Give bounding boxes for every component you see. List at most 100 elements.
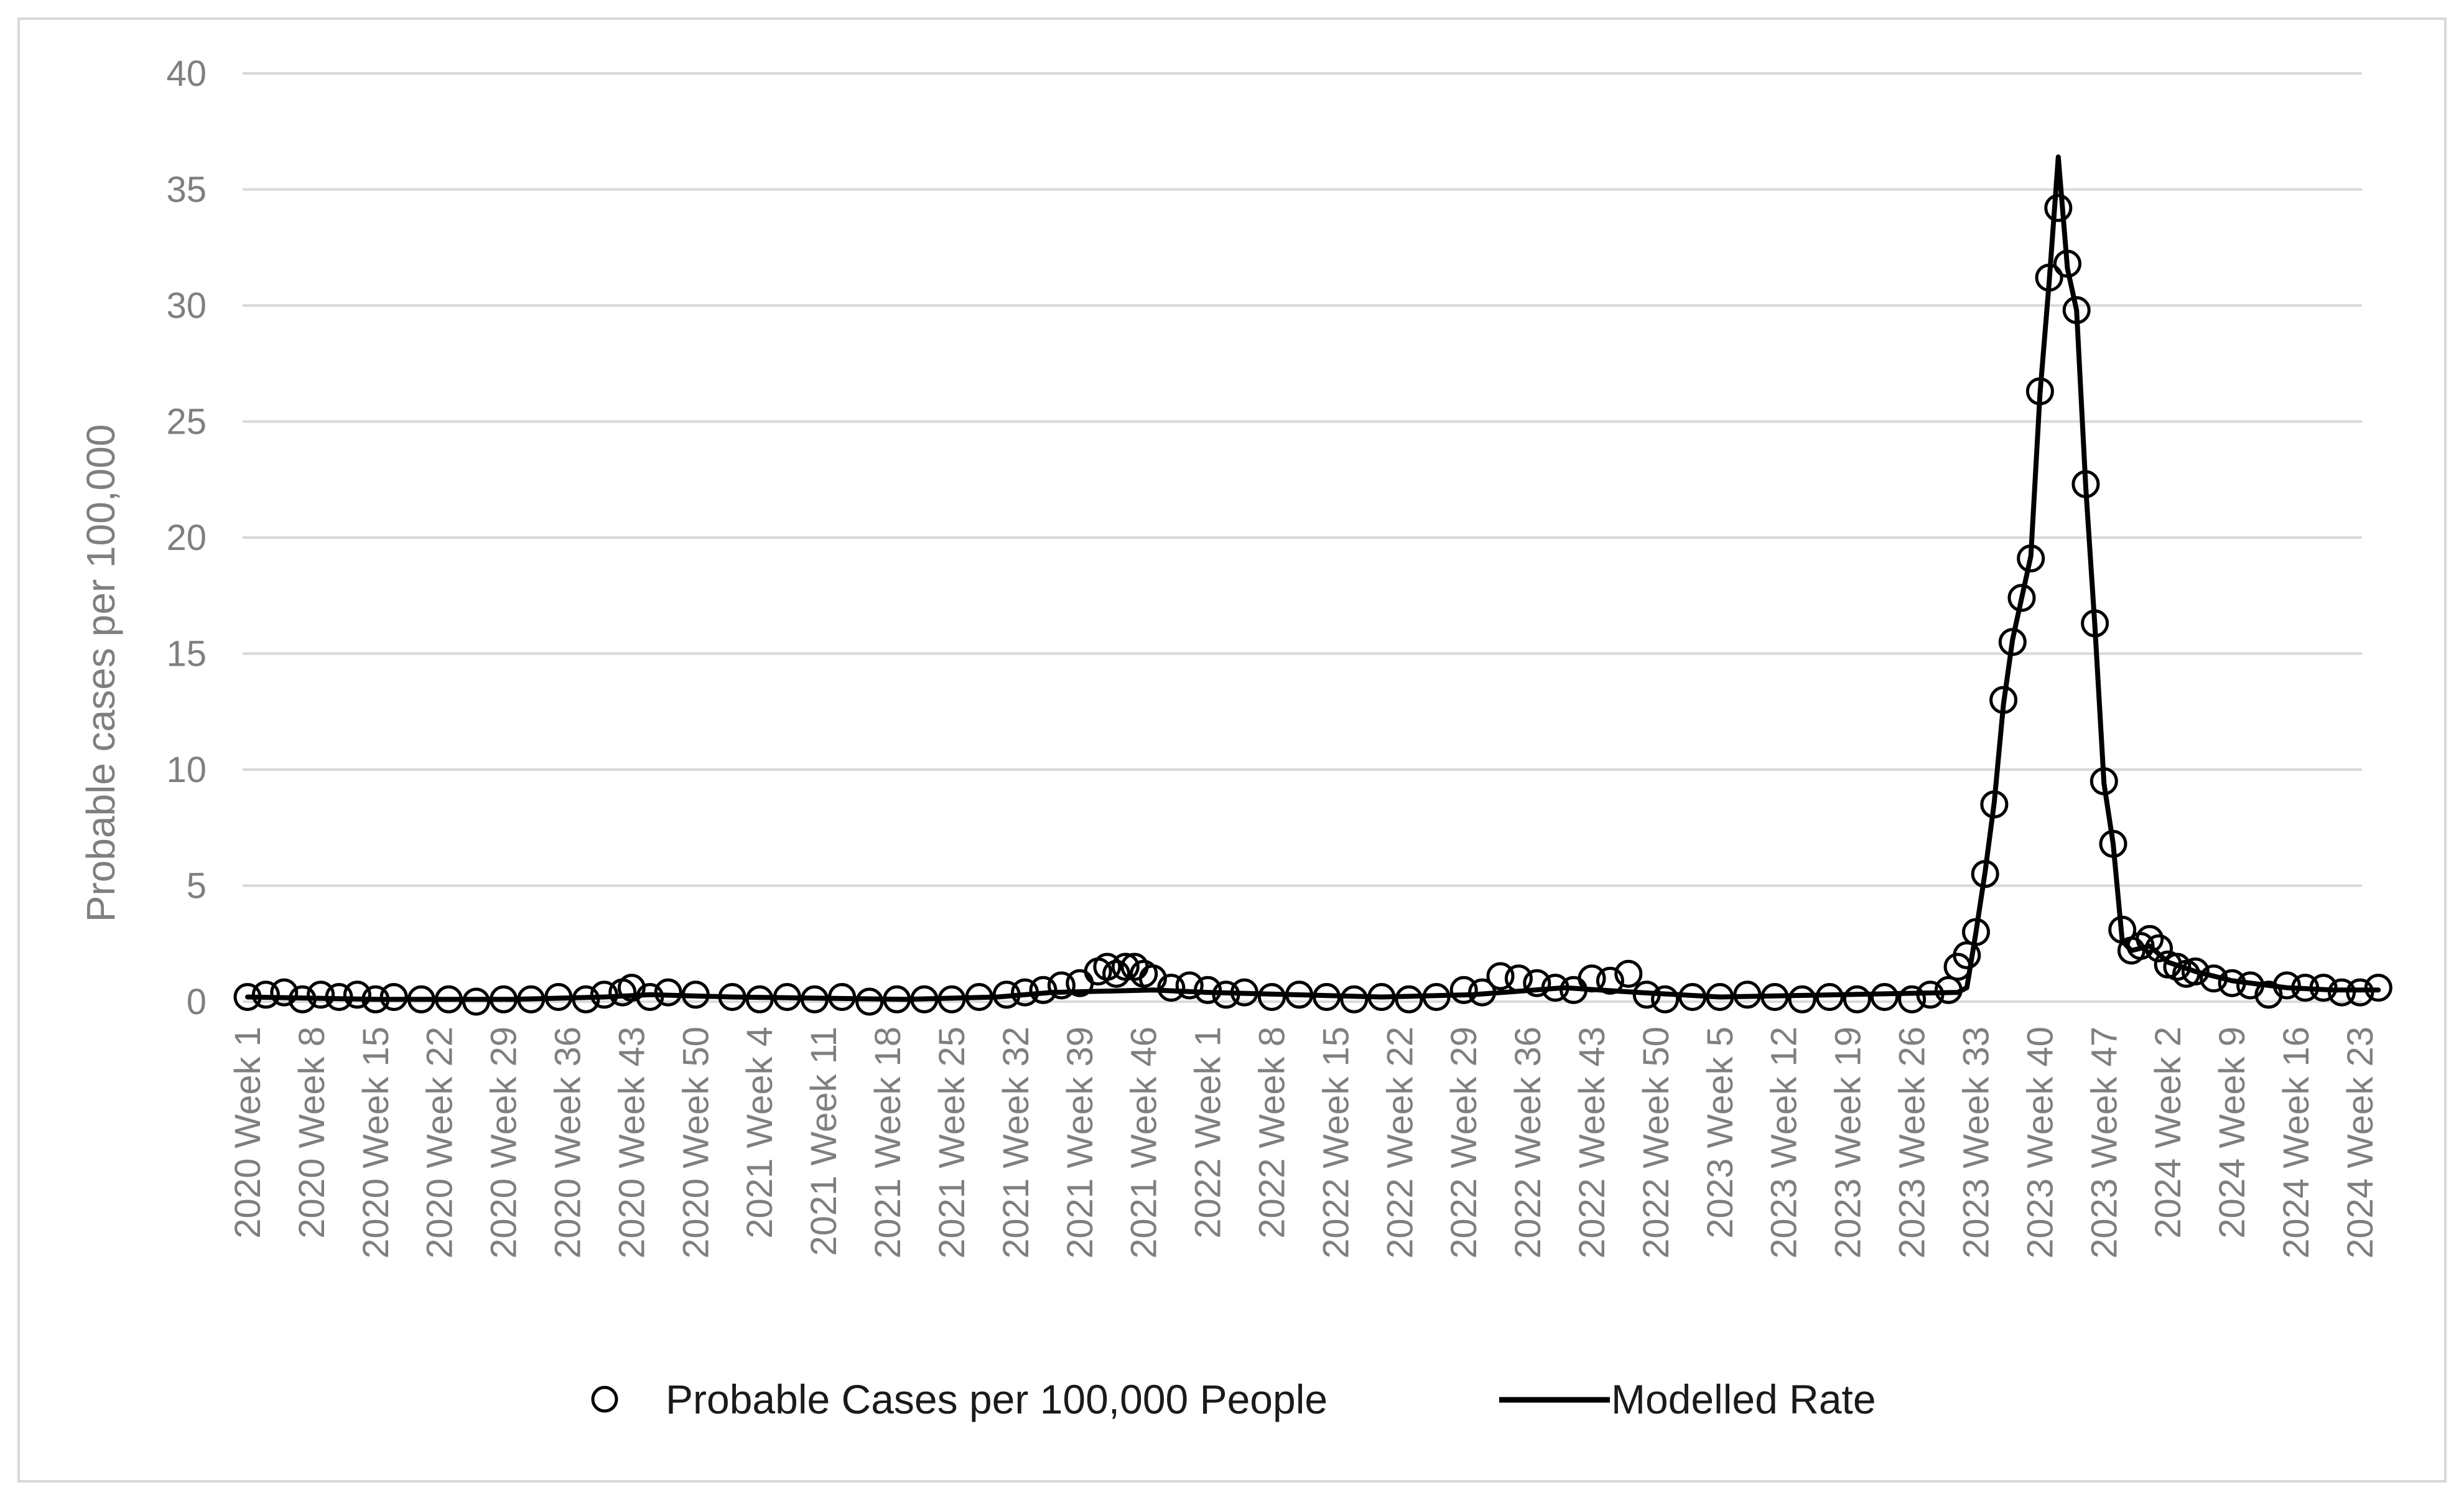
data-point (1815, 983, 1844, 1011)
x-tick-label: 2022 Week 1 (1188, 1027, 1229, 1239)
data-point (1916, 981, 1945, 1009)
data-point (1486, 962, 1515, 990)
x-tick-label: 2024 Week 23 (2340, 1027, 2381, 1259)
data-point (1989, 686, 2018, 714)
data-point (855, 987, 884, 1016)
data-point (2099, 829, 2127, 858)
data-point (251, 981, 280, 1009)
data-point (654, 978, 682, 1007)
data-point (1175, 971, 1204, 1000)
data-point (2053, 249, 2081, 278)
data-point (1953, 941, 1981, 969)
x-tick-label: 2023 Week 12 (1764, 1027, 1805, 1259)
x-tick-label: 2022 Week 15 (1316, 1027, 1356, 1259)
data-point (572, 985, 600, 1013)
y-tick-label: 15 (166, 634, 207, 674)
x-tick-label: 2020 Week 36 (548, 1027, 588, 1259)
data-point (801, 985, 829, 1013)
data-point (1614, 959, 1643, 988)
x-tick-label: 2021 Week 4 (740, 1027, 780, 1239)
data-point (2272, 971, 2301, 1000)
data-point (2071, 470, 2100, 498)
data-point (590, 981, 618, 1009)
data-point (1468, 978, 1497, 1007)
data-point (1111, 953, 1140, 981)
data-point (2062, 296, 2091, 324)
data-point (2145, 934, 2173, 962)
data-point (379, 983, 408, 1011)
y-tick-label: 0 (187, 982, 207, 1022)
data-point (681, 981, 710, 1009)
data-point (2200, 964, 2228, 993)
data-point (2181, 957, 2210, 985)
x-tick-label: 2023 Week 33 (1956, 1027, 1996, 1259)
gridlines (243, 72, 2362, 1003)
data-point (2328, 978, 2356, 1007)
x-tick-label: 2020 Week 29 (484, 1027, 524, 1259)
data-point (718, 983, 746, 1011)
x-tick-label: 2022 Week 22 (1380, 1027, 1420, 1259)
data-point (1313, 983, 1341, 1011)
data-point (434, 985, 463, 1013)
legend-marker-probable-cases (591, 1386, 618, 1413)
data-point (2035, 263, 2063, 292)
x-tick-label: 2024 Week 9 (2212, 1027, 2252, 1239)
x-tick-label: 2021 Week 11 (804, 1027, 844, 1256)
y-tick-label: 35 (166, 170, 207, 210)
data-point (1980, 790, 2009, 819)
data-point (1998, 628, 2027, 656)
modelled-rate-line-group (245, 154, 2381, 1002)
data-point (2007, 584, 2036, 612)
legend-label-modelled-rate: Modelled Rate (1611, 1376, 1876, 1422)
data-point (2136, 925, 2164, 953)
modelled-rate-line (245, 154, 2381, 1002)
data-point (343, 981, 371, 1009)
data-point (1047, 971, 1076, 1000)
x-tick-label: 2022 Week 50 (1636, 1027, 1676, 1259)
data-point (1102, 959, 1131, 988)
y-tick-label: 40 (166, 54, 207, 94)
data-point (2025, 377, 2054, 406)
data-point (1194, 976, 1222, 1004)
x-tick-label: 2020 Week 8 (292, 1027, 332, 1239)
data-point (1651, 985, 1680, 1013)
data-point (325, 983, 353, 1011)
legend: Probable Cases per 100,000 People Modell… (591, 1376, 1876, 1422)
x-tick-label: 2020 Week 22 (420, 1027, 460, 1259)
data-point (2364, 974, 2392, 1002)
y-tick-label: 5 (187, 866, 207, 906)
data-point (2126, 932, 2155, 960)
data-point (1934, 976, 1963, 1004)
data-point (270, 978, 299, 1007)
x-tick-label: 2022 Week 43 (1572, 1027, 1612, 1259)
data-point (1367, 983, 1396, 1011)
data-point (2017, 544, 2045, 573)
data-point (407, 985, 435, 1013)
x-tick-label: 2023 Week 40 (2020, 1027, 2060, 1259)
data-point (361, 985, 390, 1013)
data-point (1212, 981, 1240, 1009)
x-tick-label: 2023 Week 26 (1892, 1027, 1933, 1259)
y-tick-label: 20 (166, 518, 207, 558)
data-point (544, 983, 573, 1011)
data-point (2291, 974, 2320, 1002)
data-point (1029, 976, 1058, 1004)
data-point (1962, 918, 1990, 946)
data-point (883, 985, 911, 1013)
y-axis-title: Probable cases per 100,000 (78, 424, 123, 923)
data-point (1258, 983, 1286, 1011)
data-point (1157, 974, 1186, 1002)
data-point (1011, 978, 1039, 1007)
x-tick-label: 2020 Week 15 (356, 1027, 396, 1259)
y-tick-label: 25 (166, 402, 207, 442)
x-tick-label: 2021 Week 18 (868, 1027, 908, 1259)
data-point (1523, 969, 1551, 997)
data-point (1788, 985, 1816, 1013)
x-tick-label: 2022 Week 36 (1508, 1027, 1548, 1259)
data-point (910, 985, 939, 1013)
data-point (1898, 985, 1927, 1013)
data-point (490, 985, 518, 1013)
data-point (1706, 983, 1734, 1011)
